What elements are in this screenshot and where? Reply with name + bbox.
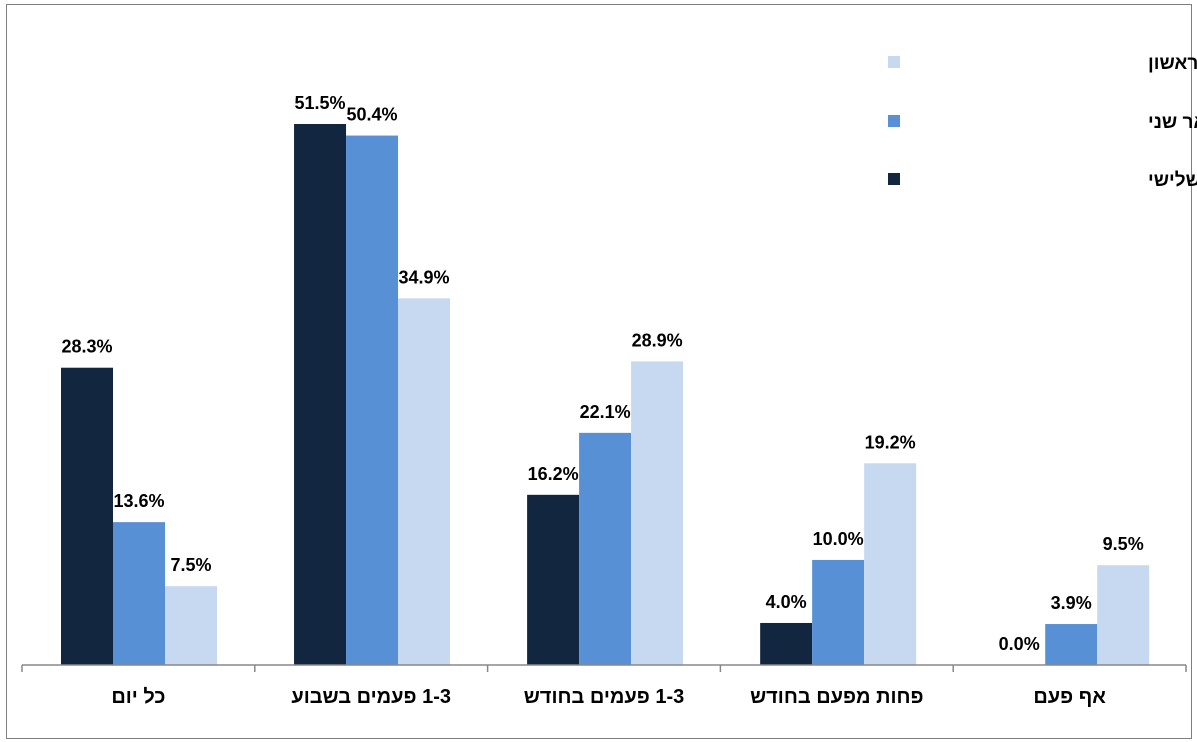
legend-swatch-2 [888, 56, 900, 68]
data-label-2-1: 22.1% [580, 402, 631, 422]
bar-3-1 [812, 559, 865, 665]
category-label-0: כל יום [111, 686, 165, 708]
bar-1-2 [398, 298, 451, 665]
x-axis [21, 664, 1187, 672]
bar-3-2 [864, 463, 917, 665]
legend-label-1: סטודנט/ית לתואר שני [1148, 112, 1197, 133]
legend-label-2: סטודנט/ית לתואר ראשון [1148, 53, 1197, 74]
data-label-2-0: 16.2% [528, 464, 579, 484]
category-labels-layer: כל יום 1-3 פעמים בשבוע 1-3 פעמים בחודש פחות… [111, 686, 1106, 708]
bars-layer [61, 124, 1150, 665]
bar-1-0 [294, 124, 347, 665]
bar-4-1 [1045, 624, 1098, 665]
bar-0-1 [113, 522, 165, 665]
data-label-2-2: 28.9% [632, 330, 683, 350]
bar-1-1 [346, 135, 399, 665]
category-label-1: 1-3 פעמים בשבוע [291, 686, 451, 708]
legend-swatch-0 [888, 173, 900, 185]
bar-0-0 [61, 367, 113, 665]
bar-2-0 [527, 494, 580, 665]
data-label-4-0: 0.0% [999, 634, 1040, 654]
bar-3-0 [760, 622, 813, 665]
bar-0-2 [165, 586, 217, 665]
data-label-0-1: 13.6% [113, 491, 164, 511]
data-label-3-0: 4.0% [766, 592, 807, 612]
category-label-4: אף פעם [1033, 686, 1106, 708]
legend-label-0: סטודנט/ית לתואר שלישי [1148, 170, 1197, 191]
bar-2-2 [631, 361, 684, 665]
legend: סטודנט/ית לתואר ראשון סטודנט/ית לתואר שני… [888, 53, 1197, 191]
data-label-0-2: 7.5% [170, 555, 211, 575]
data-label-4-1: 3.9% [1051, 593, 1092, 613]
data-label-3-2: 19.2% [865, 432, 916, 452]
data-label-1-0: 51.5% [295, 93, 346, 113]
data-label-3-1: 10.0% [813, 529, 864, 549]
legend-swatch-1 [888, 115, 900, 127]
category-label-3: פחות מפעם בחודש [750, 686, 923, 708]
bar-2-1 [579, 432, 632, 665]
data-label-4-2: 9.5% [1103, 534, 1144, 554]
bar-4-2 [1097, 565, 1150, 665]
category-label-2: 1-3 פעמים בחודש [524, 686, 685, 708]
value-labels-layer: 28.3% 13.6% 7.5% 51.5%50.4% 34.9% 16.2% 22.1% 2… [61, 93, 1143, 654]
data-label-1-1: 50.4% [347, 105, 398, 125]
data-label-0-0: 28.3% [61, 337, 112, 357]
data-label-1-2: 34.9% [399, 267, 450, 287]
